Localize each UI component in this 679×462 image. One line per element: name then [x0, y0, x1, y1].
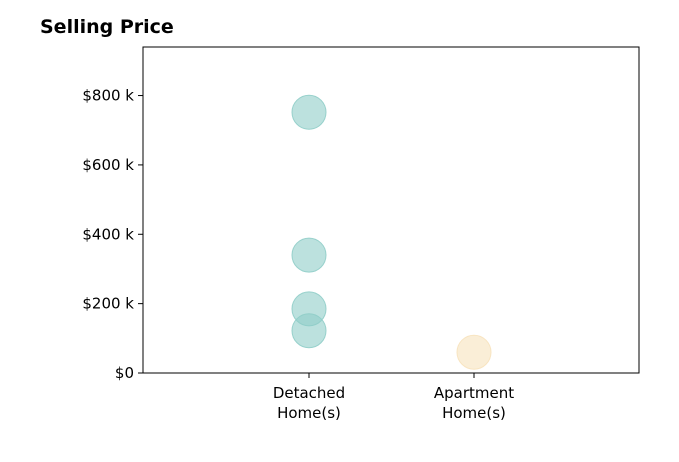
plot-area-frame [142, 46, 640, 374]
data-point-detached-1 [291, 237, 327, 273]
x-tick-label: Detached Home(s) [273, 384, 345, 422]
data-point-detached-3 [291, 313, 327, 349]
y-tick-label: $200 k [82, 295, 134, 313]
x-axis: Detached Home(s) Apartment Home(s) [273, 373, 514, 422]
y-tick-label: $800 k [82, 87, 134, 105]
data-points [291, 94, 492, 370]
data-point-apartment-0 [456, 334, 492, 370]
y-axis: $0 $200 k $400 k $600 k $800 k [82, 87, 143, 382]
x-tick-label: Apartment Home(s) [434, 384, 514, 422]
y-tick-label: $0 [115, 364, 134, 382]
data-point-detached-0 [291, 94, 327, 130]
chart-title: Selling Price [40, 16, 174, 38]
y-tick-label: $600 k [82, 156, 134, 174]
y-tick-label: $400 k [82, 225, 134, 243]
